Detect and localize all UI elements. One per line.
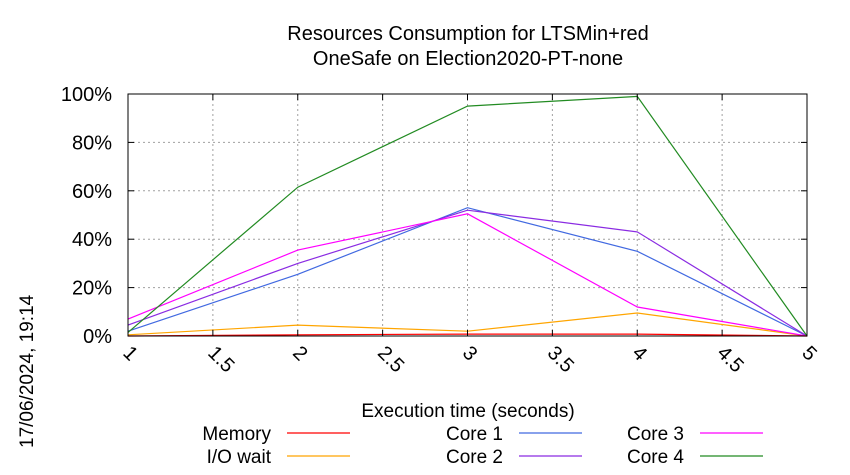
x-tick-label: 2	[288, 342, 311, 365]
x-tick-label: 3	[458, 342, 481, 365]
y-axis-ticks: 0% 20% 40% 60% 80% 100%	[61, 84, 807, 348]
y-tick-label: 20%	[72, 278, 112, 300]
legend-label-i-o-wait: I/O wait	[207, 447, 272, 468]
x-tick-label: 1	[118, 342, 141, 365]
x-tick-label: 2.5	[373, 342, 408, 377]
legend-label-core-4: Core 4	[627, 447, 684, 468]
y-tick-label: 40%	[72, 229, 112, 251]
chart-title-line-2: OneSafe on Election2020-PT-none	[313, 48, 623, 70]
y-tick-label: 100%	[61, 84, 112, 106]
series-line-core-1	[127, 207, 808, 337]
legend-label-core-3: Core 3	[627, 424, 684, 445]
legend-label-memory: Memory	[202, 424, 271, 445]
x-tick-label: 4.5	[713, 342, 748, 377]
chart-title-line-1: Resources Consumption for LTSMin+red	[287, 23, 648, 45]
y-tick-label: 0%	[83, 326, 112, 348]
y-tick-label: 60%	[72, 181, 112, 203]
legend-label-core-1: Core 1	[446, 424, 503, 445]
chart-title: Resources Consumption for LTSMin+red One…	[287, 23, 648, 70]
legend-label-core-2: Core 2	[446, 447, 503, 468]
x-tick-label: 5	[797, 342, 820, 365]
series-line-core-2	[127, 209, 808, 337]
grid-lines	[128, 94, 807, 336]
y-tick-label: 80%	[72, 132, 112, 154]
timestamp: 17/06/2024, 19:14	[17, 294, 38, 448]
series-line-core-4	[127, 95, 808, 337]
x-tick-label: 1.5	[203, 342, 238, 377]
x-tick-label: 3.5	[543, 342, 578, 377]
x-tick-label: 4	[628, 342, 651, 365]
series-line-core-3	[127, 213, 808, 337]
x-axis-label: Execution time (seconds)	[361, 401, 574, 422]
